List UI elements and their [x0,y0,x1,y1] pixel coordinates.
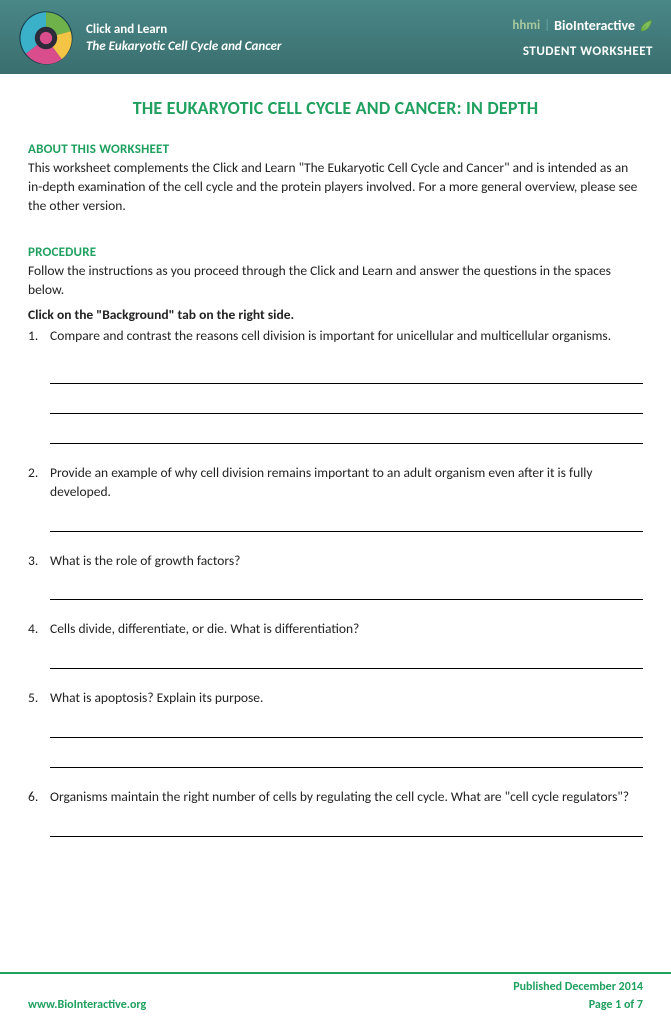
question-item: What is the role of growth factors? [28,552,643,601]
question-text: Provide an example of why cell division … [50,464,643,502]
procedure-section: PROCEDURE Follow the instructions as you… [28,244,643,300]
question-text: Cells divide, differentiate, or die. Wha… [50,620,643,639]
footer-published: Published December 2014 [513,980,643,994]
answer-line[interactable] [50,815,643,837]
answer-line[interactable] [50,392,643,414]
procedure-heading: PROCEDURE [28,244,643,262]
about-section: ABOUT THIS WORKSHEET This worksheet comp… [28,141,643,216]
question-text: What is the role of growth factors? [50,552,643,571]
about-body: This worksheet complements the Click and… [28,159,643,216]
header-click-learn: Click and Learn [86,22,512,37]
questions-list: Compare and contrast the reasons cell di… [28,327,643,837]
question-text: Compare and contrast the reasons cell di… [50,327,643,346]
footer-page-number: Page 1 of 7 [513,998,643,1012]
cell-cycle-logo-icon [18,10,74,66]
brand-divider: | [544,18,550,33]
header-right: hhmi | BioInteractive STUDENT WORKSHEET [512,17,653,59]
answer-line[interactable] [50,578,643,600]
about-heading: ABOUT THIS WORKSHEET [28,141,643,159]
answer-line[interactable] [50,716,643,738]
worksheet-label: STUDENT WORKSHEET [512,44,653,59]
page-title: THE EUKARYOTIC CELL CYCLE AND CANCER: IN… [28,96,643,121]
question-item: Cells divide, differentiate, or die. Wha… [28,620,643,669]
answer-line[interactable] [50,422,643,444]
answer-line[interactable] [50,510,643,532]
answer-line[interactable] [50,647,643,669]
question-text: Organisms maintain the right number of c… [50,788,643,807]
page-body: THE EUKARYOTIC CELL CYCLE AND CANCER: IN… [0,74,671,972]
footer-right: Published December 2014 Page 1 of 7 [513,980,643,1012]
answer-line[interactable] [50,362,643,384]
question-item: Provide an example of why cell division … [28,464,643,532]
brand-biointeractive: BioInteractive [554,17,635,34]
header-banner: Click and Learn The Eukaryotic Cell Cycl… [0,0,671,74]
background-tab-instruction: Click on the "Background" tab on the rig… [28,306,643,325]
brand-row: hhmi | BioInteractive [512,17,653,34]
question-item: Organisms maintain the right number of c… [28,788,643,837]
procedure-body: Follow the instructions as you proceed t… [28,262,643,300]
page-footer: www.BioInteractive.org Published Decembe… [0,972,671,1024]
header-subtitle: The Eukaryotic Cell Cycle and Cancer [86,39,512,54]
question-item: Compare and contrast the reasons cell di… [28,327,643,444]
header-titles: Click and Learn The Eukaryotic Cell Cycl… [86,22,512,54]
leaf-icon [639,19,653,33]
question-text: What is apoptosis? Explain its purpose. [50,689,643,708]
question-item: What is apoptosis? Explain its purpose. [28,689,643,768]
brand-hhmi: hhmi [512,18,540,33]
answer-line[interactable] [50,746,643,768]
footer-site-url: www.BioInteractive.org [28,998,146,1012]
